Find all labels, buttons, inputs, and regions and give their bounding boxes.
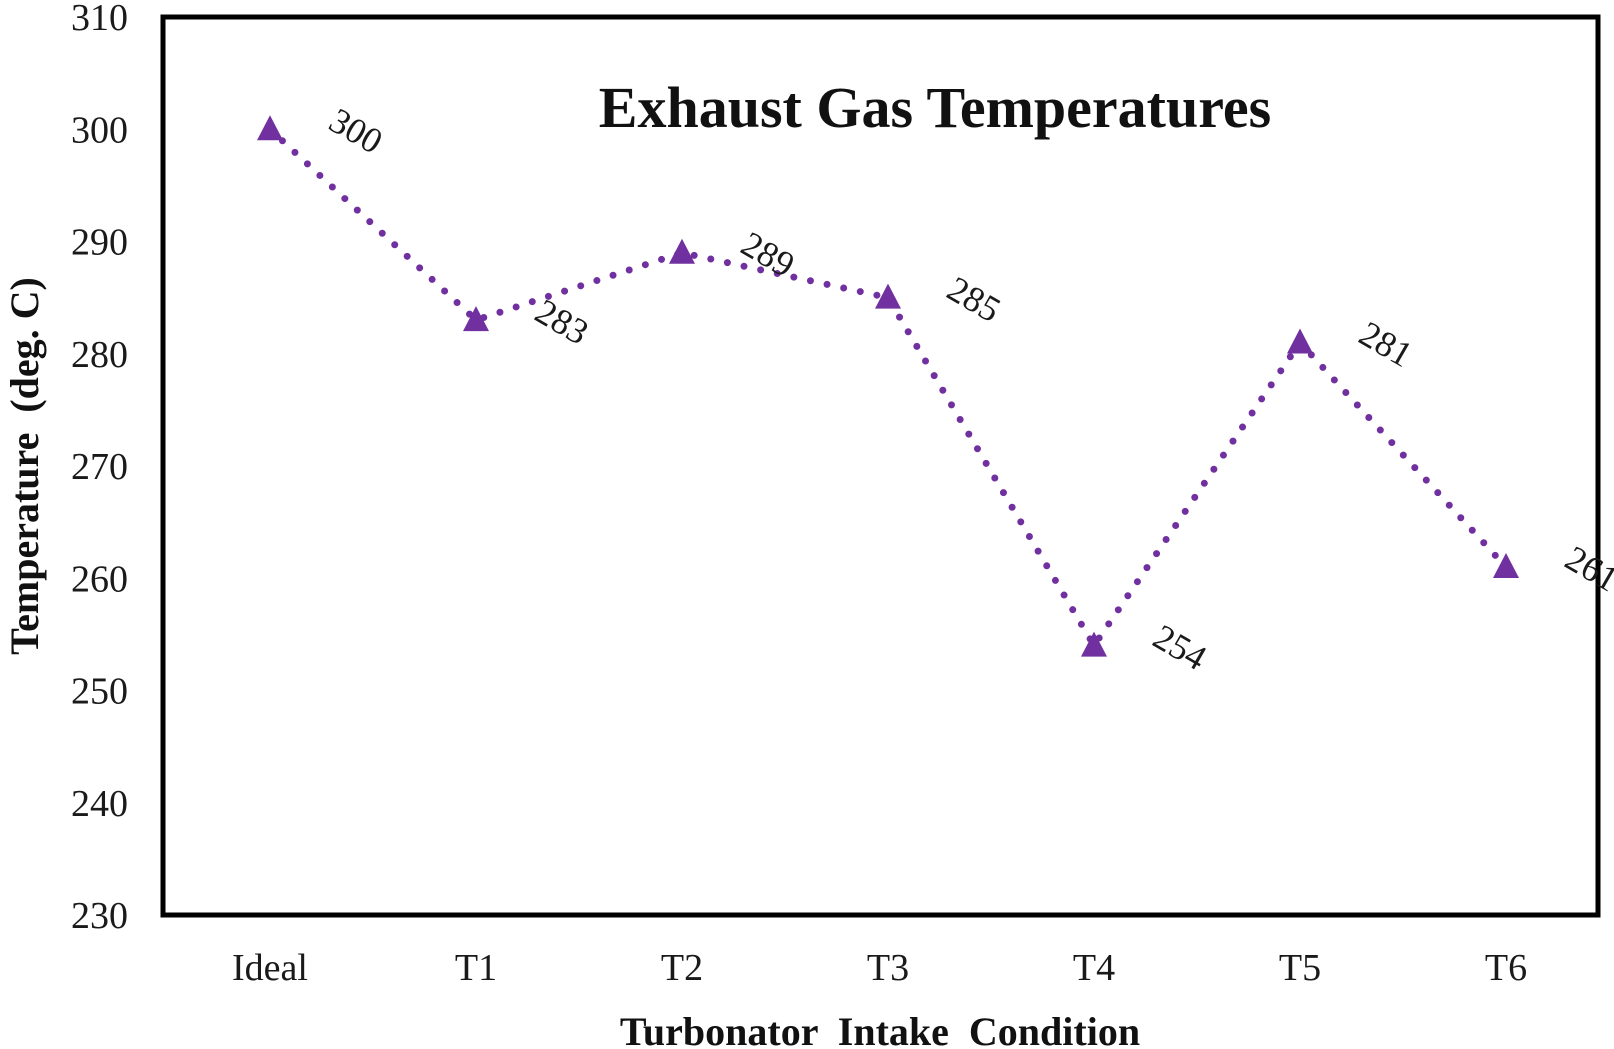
x-axis-ticks: Ideal T1 T2 T3 T4 T5 T6 bbox=[232, 947, 1527, 989]
plot-frame bbox=[160, 14, 1601, 918]
data-point-marker bbox=[875, 283, 901, 309]
x-tick-label: T5 bbox=[1279, 947, 1321, 989]
x-axis-title: Turbonator Intake Condition bbox=[620, 1009, 1140, 1049]
x-tick-label: Ideal bbox=[232, 947, 308, 989]
y-tick-label: 260 bbox=[71, 558, 128, 600]
y-tick-label: 270 bbox=[71, 446, 128, 488]
x-tick-label: T2 bbox=[661, 947, 703, 989]
y-axis-ticks: 230 240 250 260 270 280 290 300 310 bbox=[71, 0, 128, 937]
y-tick-label: 250 bbox=[71, 671, 128, 713]
marker-group bbox=[257, 115, 1519, 657]
data-point-marker bbox=[257, 115, 283, 141]
y-tick-label: 290 bbox=[71, 222, 128, 264]
y-tick-label: 300 bbox=[71, 109, 128, 151]
data-point-marker bbox=[1081, 631, 1107, 657]
x-tick-label: T6 bbox=[1485, 947, 1527, 989]
x-tick-label: T3 bbox=[867, 947, 909, 989]
data-point-marker bbox=[1287, 328, 1313, 354]
x-tick-label: T1 bbox=[455, 947, 497, 989]
data-point-marker bbox=[463, 306, 489, 332]
y-axis-title: Temperature (deg. C) bbox=[2, 277, 47, 655]
y-tick-label: 240 bbox=[71, 783, 128, 825]
chart-title: Exhaust Gas Temperatures bbox=[599, 75, 1271, 140]
data-point-marker bbox=[1493, 553, 1519, 579]
y-tick-label: 230 bbox=[71, 895, 128, 937]
y-tick-label: 310 bbox=[71, 0, 128, 39]
y-tick-label: 280 bbox=[71, 334, 128, 376]
data-point-marker bbox=[669, 238, 695, 264]
x-tick-label: T4 bbox=[1073, 947, 1115, 989]
